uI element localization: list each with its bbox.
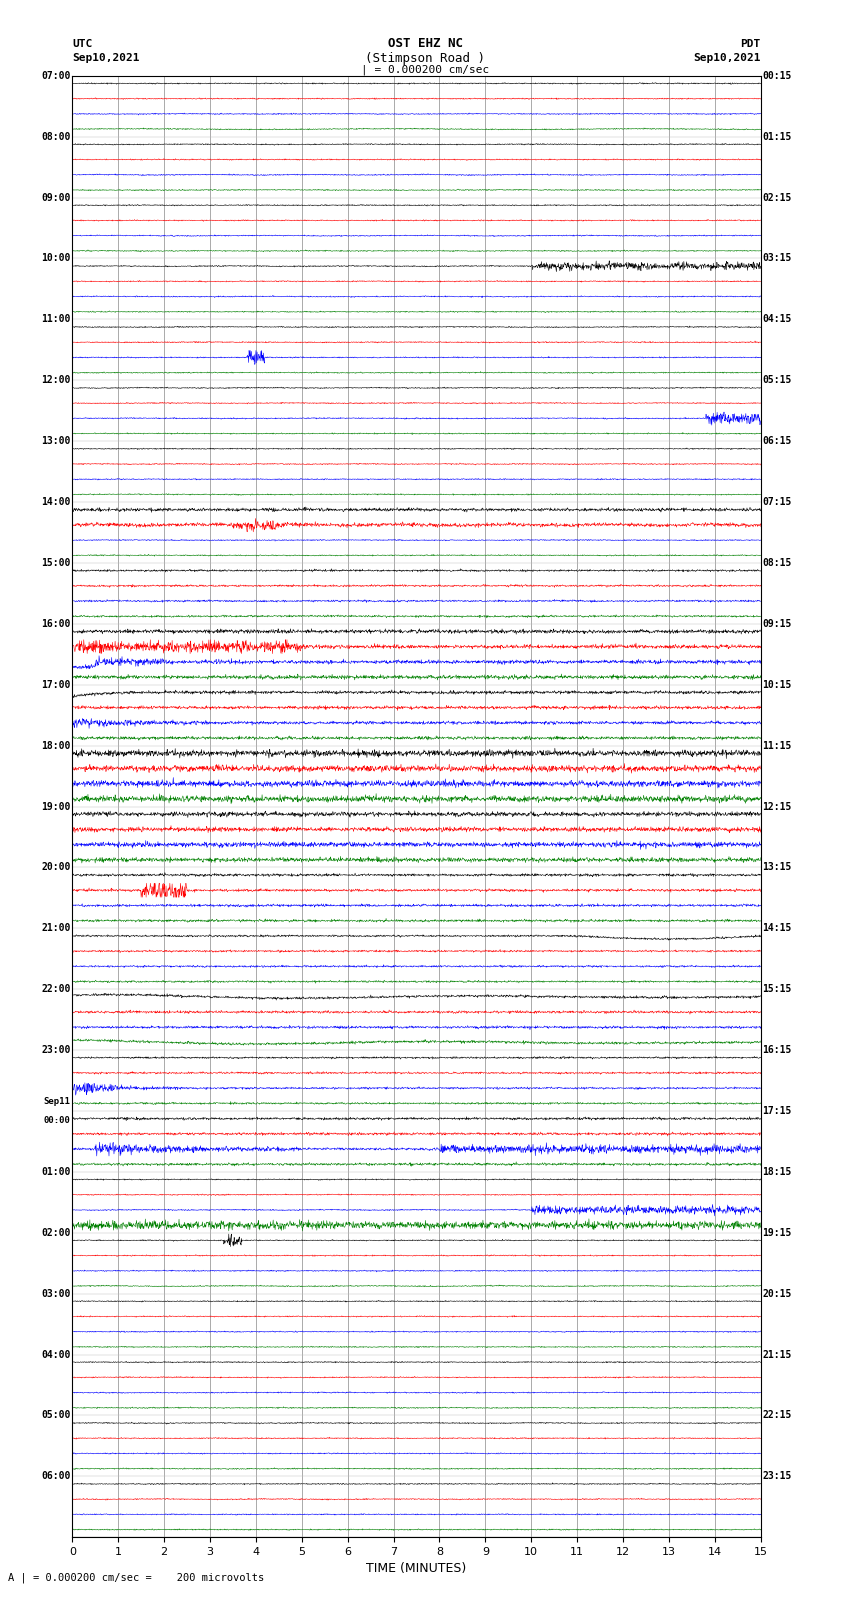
Text: 18:15: 18:15 (762, 1166, 792, 1177)
Text: 17:00: 17:00 (41, 679, 71, 690)
Text: 05:15: 05:15 (762, 376, 792, 386)
Text: A | = 0.000200 cm/sec =    200 microvolts: A | = 0.000200 cm/sec = 200 microvolts (8, 1573, 264, 1582)
Text: 16:00: 16:00 (41, 619, 71, 629)
Text: 23:15: 23:15 (762, 1471, 792, 1481)
Text: 23:00: 23:00 (41, 1045, 71, 1055)
Text: | = 0.000200 cm/sec: | = 0.000200 cm/sec (361, 65, 489, 74)
Text: (Stimpson Road ): (Stimpson Road ) (365, 52, 485, 65)
Text: 03:00: 03:00 (41, 1289, 71, 1298)
Text: 02:15: 02:15 (762, 192, 792, 203)
Text: 20:15: 20:15 (762, 1289, 792, 1298)
Text: 08:15: 08:15 (762, 558, 792, 568)
Text: 20:00: 20:00 (41, 863, 71, 873)
Text: 15:15: 15:15 (762, 984, 792, 994)
Text: 14:15: 14:15 (762, 923, 792, 934)
Text: 09:15: 09:15 (762, 619, 792, 629)
Text: 01:00: 01:00 (41, 1166, 71, 1177)
Text: 00:15: 00:15 (762, 71, 792, 81)
Text: 19:15: 19:15 (762, 1227, 792, 1237)
Text: 06:15: 06:15 (762, 436, 792, 447)
Text: 04:15: 04:15 (762, 315, 792, 324)
Text: 10:15: 10:15 (762, 679, 792, 690)
Text: 11:00: 11:00 (41, 315, 71, 324)
Text: 07:15: 07:15 (762, 497, 792, 506)
Text: 19:00: 19:00 (41, 802, 71, 811)
Text: 01:15: 01:15 (762, 132, 792, 142)
Text: 05:00: 05:00 (41, 1410, 71, 1421)
Text: 13:00: 13:00 (41, 436, 71, 447)
Text: 22:00: 22:00 (41, 984, 71, 994)
Text: 18:00: 18:00 (41, 740, 71, 750)
Text: Sep10,2021: Sep10,2021 (72, 53, 139, 63)
Text: 21:15: 21:15 (762, 1350, 792, 1360)
Text: PDT: PDT (740, 39, 761, 48)
Text: 04:00: 04:00 (41, 1350, 71, 1360)
Text: 02:00: 02:00 (41, 1227, 71, 1237)
Text: 06:00: 06:00 (41, 1471, 71, 1481)
Text: 10:00: 10:00 (41, 253, 71, 263)
Text: 12:00: 12:00 (41, 376, 71, 386)
Text: 12:15: 12:15 (762, 802, 792, 811)
Text: OST EHZ NC: OST EHZ NC (388, 37, 462, 50)
Text: 09:00: 09:00 (41, 192, 71, 203)
Text: 13:15: 13:15 (762, 863, 792, 873)
Text: 17:15: 17:15 (762, 1107, 792, 1116)
Text: 07:00: 07:00 (41, 71, 71, 81)
Text: 03:15: 03:15 (762, 253, 792, 263)
Text: 15:00: 15:00 (41, 558, 71, 568)
Text: UTC: UTC (72, 39, 93, 48)
Text: Sep10,2021: Sep10,2021 (694, 53, 761, 63)
Text: 16:15: 16:15 (762, 1045, 792, 1055)
Text: 14:00: 14:00 (41, 497, 71, 506)
Text: 11:15: 11:15 (762, 740, 792, 750)
Text: 00:00: 00:00 (43, 1116, 71, 1124)
Text: 21:00: 21:00 (41, 923, 71, 934)
Text: Sep11: Sep11 (43, 1097, 71, 1107)
Text: 08:00: 08:00 (41, 132, 71, 142)
Text: 22:15: 22:15 (762, 1410, 792, 1421)
X-axis label: TIME (MINUTES): TIME (MINUTES) (366, 1563, 467, 1576)
